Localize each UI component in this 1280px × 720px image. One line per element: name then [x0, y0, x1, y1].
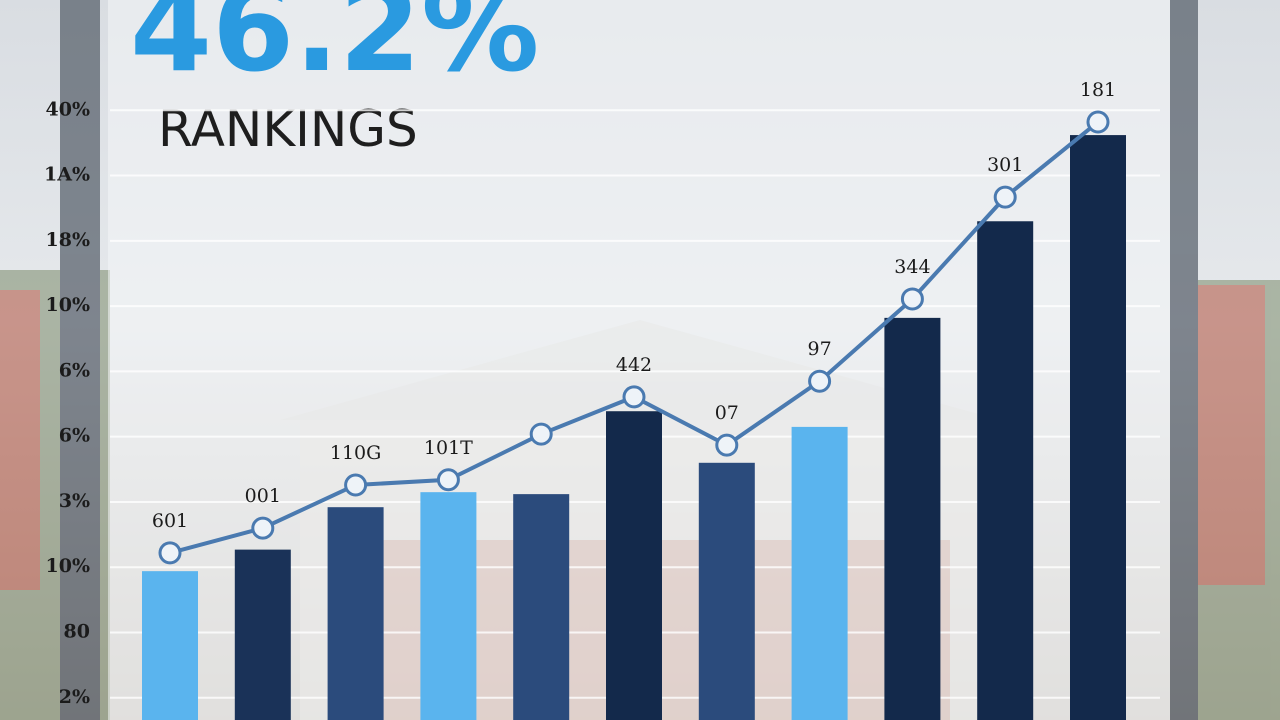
line-point [993, 185, 1017, 209]
line-point [715, 433, 739, 457]
line-point [529, 422, 553, 446]
y-tick-label: 40% [46, 98, 91, 120]
line-point [1086, 110, 1110, 134]
chart-title: 46.2% [130, 0, 539, 98]
value-label: 110G [330, 442, 381, 464]
bar [234, 549, 291, 720]
bar [420, 492, 477, 720]
line-point [900, 287, 924, 311]
y-tick-label: 6% [59, 425, 90, 447]
bar [884, 317, 941, 720]
y-tick-label: 18% [46, 229, 91, 251]
y-tick-label: 6% [59, 359, 90, 381]
value-label: 344 [894, 256, 930, 278]
y-tick-label: 10% [46, 294, 91, 316]
y-tick-label: 80 [64, 621, 90, 643]
line-point [251, 516, 275, 540]
value-label: 601 [152, 510, 188, 532]
y-tick-label: 2% [59, 686, 90, 708]
y-tick-label: 3% [59, 490, 90, 512]
value-label: 101T [424, 437, 473, 459]
value-label: 442 [616, 354, 652, 376]
bar [513, 494, 570, 720]
value-label: 001 [245, 485, 281, 507]
value-label: 181 [1080, 79, 1116, 101]
value-label: 301 [987, 154, 1023, 176]
bar [791, 426, 848, 720]
line-point [808, 369, 832, 393]
bar [327, 507, 384, 720]
line-point [158, 541, 182, 565]
y-tick-label: 10% [46, 555, 91, 577]
value-label: 97 [808, 338, 832, 360]
bar [142, 571, 198, 720]
bar [606, 411, 662, 720]
line-point [622, 385, 646, 409]
line-point [436, 468, 460, 492]
y-tick-label: 1A% [44, 164, 90, 186]
bar [977, 221, 1034, 720]
line-point [344, 473, 368, 497]
chart-subtitle: RANKINGS [158, 100, 418, 158]
bar [1070, 135, 1126, 720]
value-label: 07 [715, 402, 739, 424]
bar [698, 462, 755, 720]
